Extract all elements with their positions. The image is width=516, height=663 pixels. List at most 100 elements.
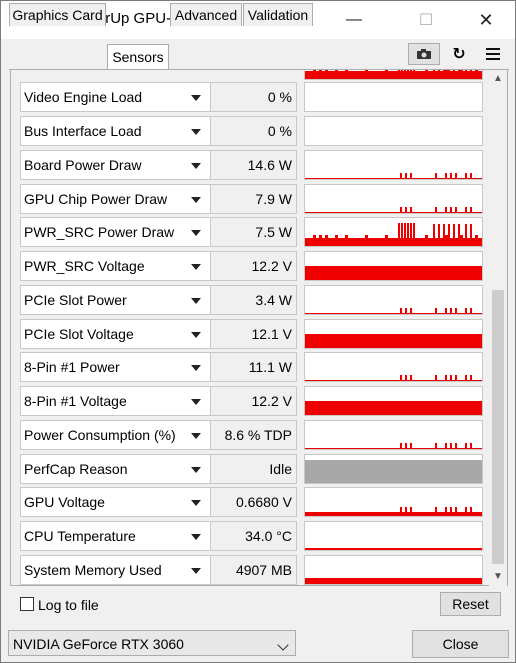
sensor-name-select[interactable]: System Memory Used: [20, 555, 211, 585]
dropdown-arrow-icon[interactable]: [191, 298, 201, 304]
sensor-name-select[interactable]: Video Engine Load: [20, 82, 211, 112]
sensor-graph: [304, 285, 483, 315]
dropdown-arrow-icon[interactable]: [191, 163, 201, 169]
menu-button[interactable]: [483, 43, 503, 65]
dropdown-arrow-icon[interactable]: [191, 568, 201, 574]
sensor-value: 0 %: [267, 123, 292, 139]
sensor-name-select[interactable]: 8-Pin #1 Voltage: [20, 386, 211, 416]
sensor-value-box: 12.2 V: [210, 386, 297, 416]
sensor-name: 8-Pin #1 Voltage: [24, 393, 127, 409]
sensor-value: 3.4 W: [255, 292, 292, 308]
sensor-value-box: 7.9 W: [210, 184, 297, 214]
sensor-row-partial: [11, 70, 491, 80]
sensor-name: GPU Chip Power Draw: [24, 191, 168, 207]
sensor-graph-svg: [305, 460, 482, 483]
log-to-file-label: Log to file: [38, 597, 99, 613]
sensor-value-box: 14.6 W: [210, 150, 297, 180]
scroll-thumb[interactable]: [492, 290, 504, 564]
log-to-file-checkbox[interactable]: [20, 597, 34, 611]
tab-advanced[interactable]: Advanced: [170, 3, 242, 26]
sensor-graph: [304, 116, 483, 146]
sensor-name-select[interactable]: GPU Chip Power Draw: [20, 184, 211, 214]
dropdown-arrow-icon[interactable]: [191, 399, 201, 405]
sensor-name-select[interactable]: PerfCap Reason: [20, 454, 211, 484]
sensor-name-select[interactable]: Bus Interface Load: [20, 116, 211, 146]
sensor-name-select[interactable]: Board Power Draw: [20, 150, 211, 180]
dropdown-arrow-icon[interactable]: [191, 467, 201, 473]
sensor-value-box: 34.0 °C: [210, 521, 297, 551]
tab-sensors[interactable]: Sensors: [107, 44, 169, 69]
close-button[interactable]: Close: [412, 630, 509, 658]
gpu-select-dropdown[interactable]: NVIDIA GeForce RTX 3060: [8, 630, 296, 656]
dropdown-arrow-icon[interactable]: [191, 264, 201, 270]
sensor-value-box: 12.2 V: [210, 251, 297, 281]
scroll-up-arrow-icon[interactable]: ▲: [493, 72, 503, 84]
screenshot-button[interactable]: [408, 43, 440, 65]
sensor-graph-svg: [305, 507, 482, 516]
dropdown-arrow-icon[interactable]: [191, 95, 201, 101]
tab-validation[interactable]: Validation: [243, 3, 313, 26]
dropdown-arrow-icon[interactable]: [191, 534, 201, 540]
sensor-name-select[interactable]: PCIe Slot Power: [20, 285, 211, 315]
sensor-row: PWR_SRC Voltage 12.2 V: [11, 251, 491, 281]
sensor-value-box: 3.4 W: [210, 285, 297, 315]
maximize-button[interactable]: ☐: [418, 12, 434, 29]
sensor-value: 12.1 V: [251, 326, 292, 342]
sensor-graph-svg: [305, 207, 482, 213]
sensor-value: 12.2 V: [251, 393, 292, 409]
sensor-value: 7.9 W: [255, 191, 292, 207]
sensor-name-select[interactable]: PWR_SRC Voltage: [20, 251, 211, 281]
sensor-value-box: 7.5 W: [210, 217, 297, 247]
sensor-graph: [304, 420, 483, 450]
sensor-graph-svg: [305, 308, 482, 314]
dropdown-arrow-icon[interactable]: [191, 365, 201, 371]
sensor-row: GPU Voltage 0.6680 V: [11, 487, 491, 517]
sensor-value: 12.2 V: [251, 258, 292, 274]
sensor-name-select[interactable]: CPU Temperature: [20, 521, 211, 551]
sensor-graph: [304, 319, 483, 349]
sensor-value: 8.6 % TDP: [224, 427, 292, 443]
hamburger-icon: [486, 48, 500, 60]
sensor-name: CPU Temperature: [24, 528, 136, 544]
sensor-name: PWR_SRC Power Draw: [24, 224, 175, 240]
sensor-name-select[interactable]: PCIe Slot Voltage: [20, 319, 211, 349]
refresh-button[interactable]: ↻: [449, 43, 469, 65]
sensor-value-box: 0 %: [210, 116, 297, 146]
sensor-name: Board Power Draw: [24, 157, 142, 173]
sensor-graph: [304, 184, 483, 214]
sensor-name: Bus Interface Load: [24, 123, 142, 139]
close-window-button[interactable]: ✕: [478, 9, 494, 30]
sensor-row: PerfCap Reason Idle: [11, 454, 491, 484]
sensor-name-select[interactable]: PWR_SRC Power Draw: [20, 217, 211, 247]
sensor-value: 7.5 W: [255, 224, 292, 240]
sensor-row: Video Engine Load 0 %: [11, 82, 491, 112]
sensor-row: 8-Pin #1 Power 11.1 W: [11, 352, 491, 382]
sensor-graph: [304, 521, 483, 551]
dropdown-arrow-icon[interactable]: [191, 197, 201, 203]
dropdown-arrow-icon[interactable]: [191, 500, 201, 506]
sensor-name-select[interactable]: GPU Voltage: [20, 487, 211, 517]
dropdown-arrow-icon[interactable]: [191, 433, 201, 439]
sensor-graph: [304, 386, 483, 416]
sensor-graph-svg: [305, 83, 483, 112]
sensor-value-box: 8.6 % TDP: [210, 420, 297, 450]
minimize-button[interactable]: —: [346, 11, 362, 28]
sensor-value: Idle: [269, 461, 292, 477]
sensor-graph: [304, 454, 483, 484]
sensor-name-select[interactable]: 8-Pin #1 Power: [20, 352, 211, 382]
sensor-row: Board Power Draw 14.6 W: [11, 150, 491, 180]
scroll-down-arrow-icon[interactable]: ▼: [493, 570, 503, 582]
sensor-graph: [304, 217, 483, 247]
chevron-down-icon: [277, 639, 289, 651]
dropdown-arrow-icon[interactable]: [191, 230, 201, 236]
tab-graphics-card[interactable]: Graphics Card: [9, 3, 106, 26]
sensor-graph: [304, 150, 483, 180]
vertical-scrollbar[interactable]: ▲ ▼: [489, 70, 507, 586]
sensor-name-select[interactable]: Power Consumption (%): [20, 420, 211, 450]
reset-button[interactable]: Reset: [440, 592, 501, 616]
sensor-graph-svg: [305, 401, 482, 415]
dropdown-arrow-icon[interactable]: [191, 332, 201, 338]
sensor-graph-svg: [305, 548, 482, 550]
dropdown-arrow-icon[interactable]: [191, 129, 201, 135]
